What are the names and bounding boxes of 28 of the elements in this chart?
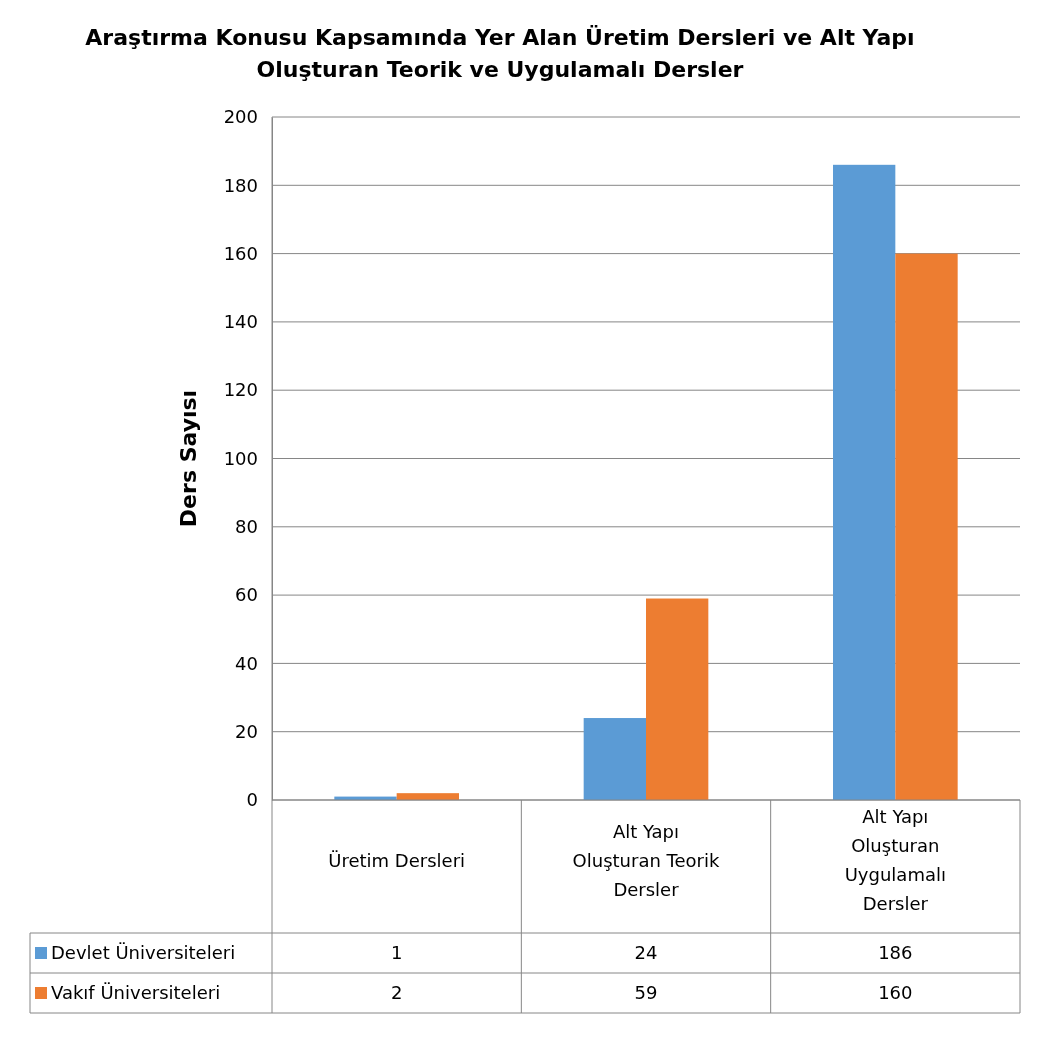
bar (895, 253, 958, 800)
y-tick-label: 140 (223, 311, 258, 333)
data-label: 160 (878, 982, 913, 1003)
chart-title: Araştırma Konusu Kapsamında Yer Alan Üretim Dersleri ve Alt Yapı Oluşturan Teorik ve Uygulamalı Dersler (85, 25, 915, 82)
y-tick-label: 0 (246, 789, 258, 811)
y-axis-title: Ders Sayısı (176, 389, 201, 528)
data-label: 186 (878, 942, 913, 963)
y-tick-label: 60 (235, 584, 258, 606)
y-tick-label: 40 (235, 652, 258, 674)
x-tick-label: Alt Yapı Oluşturan Teorik Dersler (572, 820, 720, 900)
y-tick-label: 160 (223, 242, 258, 264)
bar (583, 718, 646, 800)
data-label: 2 (390, 982, 403, 1003)
data-label: 24 (634, 942, 658, 963)
y-tick-label: 120 (223, 379, 258, 401)
data-label: 1 (390, 942, 403, 963)
y-tick-label: 100 (223, 447, 258, 469)
y-tick-label: 200 (223, 106, 258, 128)
x-tick-label: Alt Yapı Oluşturan Uygulamalı Dersler (844, 806, 946, 914)
x-tick-label: Üretim Dersleri (328, 849, 466, 871)
bar (646, 598, 709, 800)
bar (833, 164, 896, 800)
y-tick-label: 20 (235, 720, 258, 742)
y-tick-label: 180 (223, 174, 258, 196)
data-label: 59 (634, 982, 658, 1003)
legend-label: Devlet Üniversiteleri (51, 942, 236, 963)
legend-label: Vakıf Üniversiteleri (51, 982, 221, 1003)
y-tick-label: 80 (235, 516, 258, 538)
